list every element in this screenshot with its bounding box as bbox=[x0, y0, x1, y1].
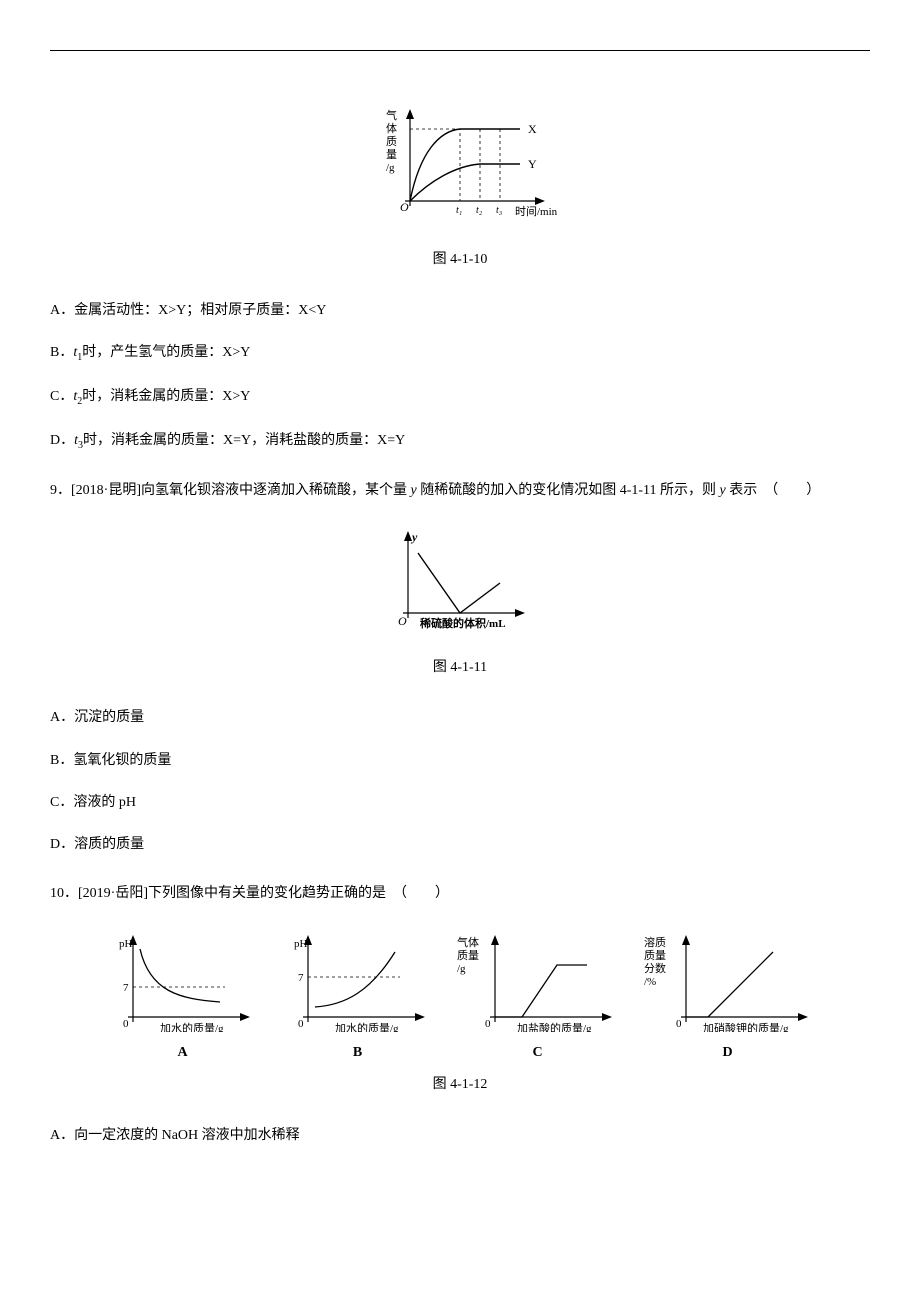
subfig-c-yl0: 气体 bbox=[457, 935, 479, 949]
option-c-q8: C．t2时，消耗金属的质量：X>Y bbox=[50, 386, 870, 410]
subfig-a-ytick: 7 bbox=[123, 982, 129, 994]
subfig-d-label: D bbox=[640, 1042, 815, 1064]
chart-4-1-11: y O 稀硫酸的体积/mL bbox=[380, 528, 540, 638]
subfig-a-y0: 0 bbox=[123, 1018, 129, 1030]
subfig-c-xlabel: 加盐酸的质量/g bbox=[517, 1021, 592, 1032]
subfig-b-ytick: 7 bbox=[298, 972, 304, 984]
subfig-d-y0: 0 bbox=[676, 1018, 682, 1030]
subfig-d-yl0: 溶质 bbox=[644, 935, 666, 949]
caption-4-1-11: 图 4-1-11 bbox=[50, 657, 870, 679]
subfig-d-xlabel: 加硝酸钾的质量/g bbox=[703, 1021, 789, 1032]
xlabel-4-1-10: 时间/min bbox=[515, 205, 558, 218]
subfig-a: pH 7 0 加水的质量/g A bbox=[105, 932, 260, 1065]
option-b-q9: B．氢氧化钡的质量 bbox=[50, 750, 870, 772]
caption-4-1-12: 图 4-1-12 bbox=[50, 1074, 870, 1096]
subfig-b-xlabel: 加水的质量/g bbox=[335, 1021, 399, 1032]
caption-4-1-10: 图 4-1-10 bbox=[50, 249, 870, 271]
figure-4-1-11: y O 稀硫酸的体积/mL 图 4-1-11 bbox=[50, 528, 870, 679]
subfig-b-y0: 0 bbox=[298, 1018, 304, 1030]
ylabel-4-1-11: y bbox=[410, 530, 418, 544]
ylabel-line0: 气 bbox=[386, 108, 397, 122]
ylabel-line4: /g bbox=[386, 162, 395, 174]
subfig-a-label: A bbox=[105, 1042, 260, 1064]
svg-text:O: O bbox=[398, 614, 407, 628]
chart-4-1-10: X Y t₁ t₂ t₃ 时间/min O 气 体 质 量 /g bbox=[350, 101, 570, 231]
figure-4-1-10: X Y t₁ t₂ t₃ 时间/min O 气 体 质 量 /g 图 4-1-1… bbox=[50, 101, 870, 272]
subfig-c-yl2: /g bbox=[457, 963, 466, 975]
option-d-q9: D．溶质的质量 bbox=[50, 834, 870, 856]
option-c-q9: C．溶液的 pH bbox=[50, 792, 870, 814]
option-d-q8: D．t3时，消耗金属的质量：X=Y，消耗盐酸的质量：X=Y bbox=[50, 430, 870, 454]
question-10: 10．[2019·岳阳]下列图像中有关量的变化趋势正确的是 （ ） bbox=[50, 879, 870, 910]
xtick-t1: t₁ bbox=[456, 205, 462, 216]
question-9: 9．[2018·昆明]向氢氧化钡溶液中逐滴加入稀硫酸，某个量 y 随稀硫酸的加入… bbox=[50, 476, 870, 507]
subfig-d-yl2: 分数 bbox=[644, 962, 666, 975]
subfig-a-ylabel: pH bbox=[119, 938, 133, 950]
curve-label-x: X bbox=[528, 122, 537, 136]
xtick-t3: t₃ bbox=[496, 205, 503, 216]
ylabel-line1: 体 bbox=[386, 121, 397, 135]
subfig-d-yl3: /% bbox=[644, 976, 656, 988]
svg-text:O: O bbox=[400, 200, 409, 214]
option-a-q9: A．沉淀的质量 bbox=[50, 707, 870, 729]
xlabel-4-1-11: 稀硫酸的体积/mL bbox=[420, 616, 506, 630]
subfig-c: 0 加盐酸的质量/g 气体 质量 /g C bbox=[455, 932, 620, 1065]
option-a-q8: A．金属活动性：X>Y；相对原子质量：X<Y bbox=[50, 300, 870, 322]
subfig-c-label: C bbox=[455, 1042, 620, 1064]
option-a-q10: A．向一定浓度的 NaOH 溶液中加水稀释 bbox=[50, 1125, 870, 1147]
xtick-t2: t₂ bbox=[476, 205, 483, 216]
option-b-q8: B．t1时，产生氢气的质量：X>Y bbox=[50, 342, 870, 366]
subfig-d: 0 加硝酸钾的质量/g 溶质 质量 分数 /% D bbox=[640, 932, 815, 1065]
subfig-b-ylabel: pH bbox=[294, 938, 308, 950]
curve-label-y: Y bbox=[528, 157, 537, 171]
subfig-b: pH 7 0 加水的质量/g B bbox=[280, 932, 435, 1065]
page-top-rule bbox=[50, 50, 870, 51]
ylabel-line3: 量 bbox=[386, 148, 397, 161]
subfig-c-yl1: 质量 bbox=[457, 949, 479, 962]
ylabel-line2: 质 bbox=[386, 135, 397, 148]
subfig-c-y0: 0 bbox=[485, 1018, 491, 1030]
figure-4-1-12-panel: pH 7 0 加水的质量/g A pH 7 0 bbox=[50, 932, 870, 1065]
subfig-b-label: B bbox=[280, 1042, 435, 1064]
subfig-d-yl1: 质量 bbox=[644, 949, 666, 962]
subfig-a-xlabel: 加水的质量/g bbox=[160, 1021, 224, 1032]
